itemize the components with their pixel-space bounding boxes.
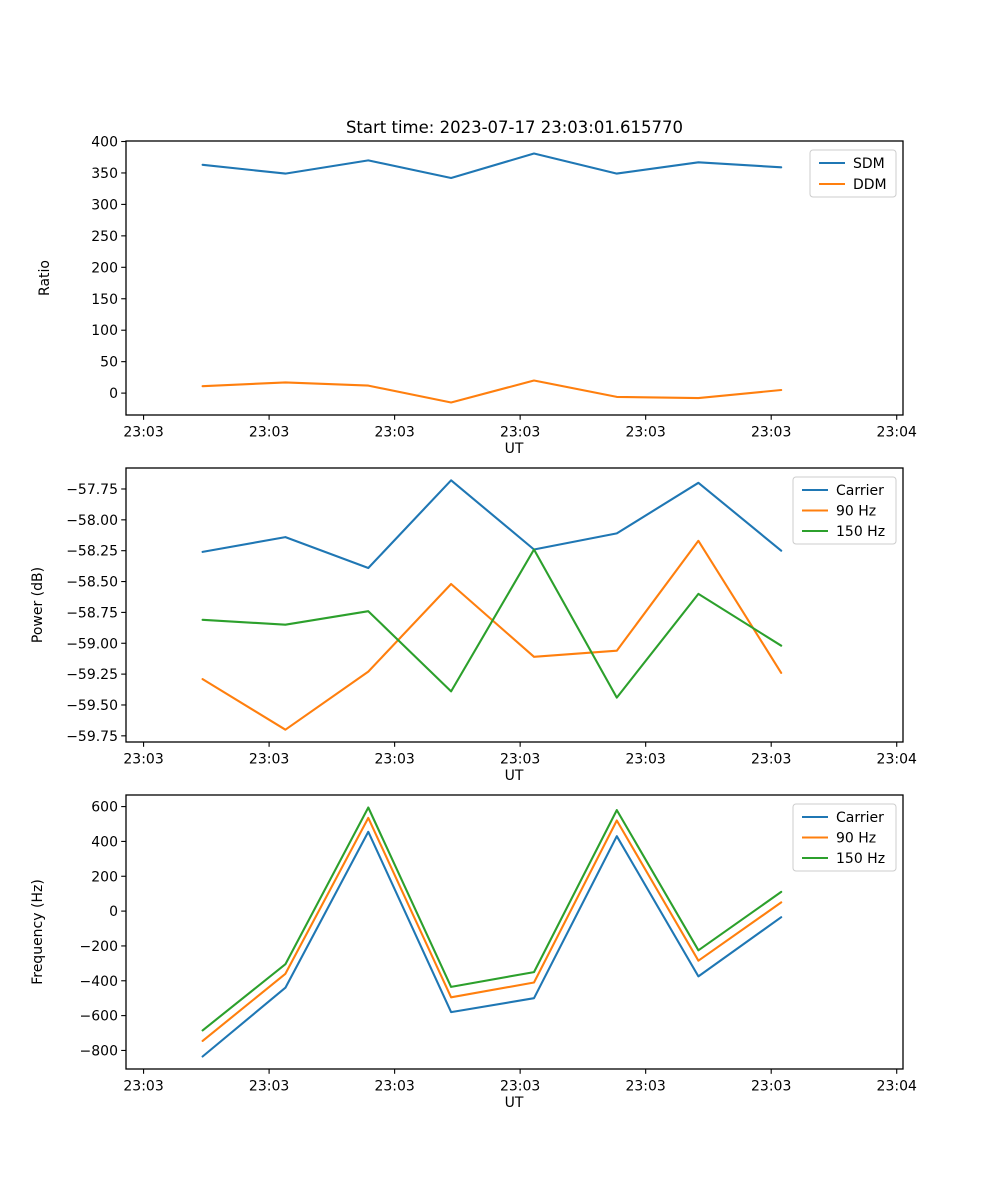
- y-tick-label: 300: [91, 197, 118, 213]
- x-tick-label: 23:03: [751, 1079, 791, 1095]
- y-tick-label: −58.00: [66, 513, 118, 529]
- legend-label: SDM: [853, 156, 885, 172]
- x-tick-label: 23:03: [500, 752, 540, 768]
- series-lines: [201, 152, 783, 404]
- legend-label: Carrier: [836, 810, 884, 826]
- legend: Carrier 90 Hz 150 Hz: [792, 803, 897, 872]
- legend-box: [792, 803, 897, 872]
- x-tick-label: 23:04: [877, 752, 917, 768]
- y-tick-label: 100: [91, 323, 118, 339]
- x-tick-label: 23:03: [625, 1079, 665, 1095]
- y-tick-label: 0: [109, 386, 118, 402]
- y-tick-label: −59.50: [66, 698, 118, 714]
- x-tick-label: 23:03: [249, 425, 289, 441]
- y-tick-label: 600: [91, 800, 118, 816]
- x-axis-label-ut-1: UT: [504, 441, 524, 457]
- x-tick-label: 23:03: [625, 752, 665, 768]
- y-ticks: 600 400 200 0 −200 −400 −600 −800: [80, 800, 126, 1059]
- series-lines: [201, 806, 783, 1058]
- y-ticks: 400 350 300 250 200 150 100 50 0: [91, 135, 126, 402]
- legend-label: 90 Hz: [836, 831, 876, 847]
- y-tick-label: 350: [91, 166, 118, 182]
- y-tick-label: −600: [80, 1009, 118, 1025]
- x-tick-label: 23:03: [123, 425, 163, 441]
- x-tick-label: 23:03: [625, 425, 665, 441]
- y-tick-label: 50: [100, 355, 118, 371]
- x-tick-label: 23:03: [500, 1079, 540, 1095]
- legend-box: [792, 476, 897, 545]
- subplot-2: −57.75 −58.00 −58.25 −58.50 −58.75 −59.00 −59.…: [66, 467, 917, 768]
- x-axis-label-ut-2: UT: [504, 768, 524, 784]
- y-tick-label: 150: [91, 292, 118, 308]
- x-tick-label: 23:03: [123, 752, 163, 768]
- y-tick-label: −59.75: [66, 729, 118, 745]
- y-tick-label: −800: [80, 1043, 118, 1059]
- plot2-90hz-line: [201, 539, 783, 731]
- y-tick-label: −200: [80, 939, 118, 955]
- y-tick-label: −59.25: [66, 667, 118, 683]
- legend-label: 150 Hz: [836, 524, 885, 540]
- y-tick-label: −59.00: [66, 636, 118, 652]
- legend-label: Carrier: [836, 483, 884, 499]
- figure-title: Start time: 2023-07-17 23:03:01.615770: [345, 118, 684, 137]
- x-tick-label: 23:03: [374, 425, 414, 441]
- x-tick-label: 23:03: [751, 752, 791, 768]
- x-ticks: 23:03 23:03 23:03 23:03 23:03 23:03 23:04: [123, 1069, 917, 1095]
- series-lines: [201, 479, 783, 731]
- x-tick-label: 23:04: [877, 425, 917, 441]
- y-tick-label: 250: [91, 229, 118, 245]
- legend: Carrier 90 Hz 150 Hz: [792, 476, 897, 545]
- plot1-ddm-line: [201, 379, 783, 404]
- axes-frame: [125, 794, 904, 1070]
- x-tick-label: 23:03: [249, 752, 289, 768]
- x-tick-label: 23:04: [877, 1079, 917, 1095]
- plot3-carrier-line: [201, 830, 783, 1058]
- y-tick-label: 400: [91, 834, 118, 850]
- y-tick-label: 200: [91, 260, 118, 276]
- y-tick-label: 0: [109, 904, 118, 920]
- plot3-90hz-line: [201, 816, 783, 1042]
- x-ticks: 23:03 23:03 23:03 23:03 23:03 23:03 23:04: [123, 415, 917, 441]
- x-tick-label: 23:03: [751, 425, 791, 441]
- x-tick-label: 23:03: [249, 1079, 289, 1095]
- legend-box: [809, 149, 897, 198]
- x-tick-label: 23:03: [500, 425, 540, 441]
- legend: SDM DDM: [809, 149, 897, 198]
- y-tick-label: −57.75: [66, 482, 118, 498]
- y-tick-label: −58.25: [66, 544, 118, 560]
- x-tick-label: 23:03: [374, 752, 414, 768]
- legend-label: DDM: [853, 177, 887, 193]
- y-ticks: −57.75 −58.00 −58.25 −58.50 −58.75 −59.00 −59.…: [66, 482, 126, 745]
- y-tick-label: −400: [80, 974, 118, 990]
- plot3-150hz-line: [201, 806, 783, 1032]
- plot1-sdm-line: [201, 152, 783, 180]
- axes-frame: [125, 140, 904, 416]
- legend-label: 90 Hz: [836, 504, 876, 520]
- x-axis-label-ut-3: UT: [504, 1095, 524, 1111]
- y-tick-label: 200: [91, 869, 118, 885]
- axes-frame: [125, 467, 904, 743]
- x-ticks: 23:03 23:03 23:03 23:03 23:03 23:03 23:04: [123, 742, 917, 768]
- x-tick-label: 23:03: [123, 1079, 163, 1095]
- legend-label: 150 Hz: [836, 851, 885, 867]
- plot2-150hz-line: [201, 548, 783, 699]
- y-tick-label: 400: [91, 135, 118, 151]
- y-tick-label: −58.50: [66, 575, 118, 591]
- y-tick-label: −58.75: [66, 605, 118, 621]
- x-tick-label: 23:03: [374, 1079, 414, 1095]
- plot2-carrier-line: [201, 479, 783, 570]
